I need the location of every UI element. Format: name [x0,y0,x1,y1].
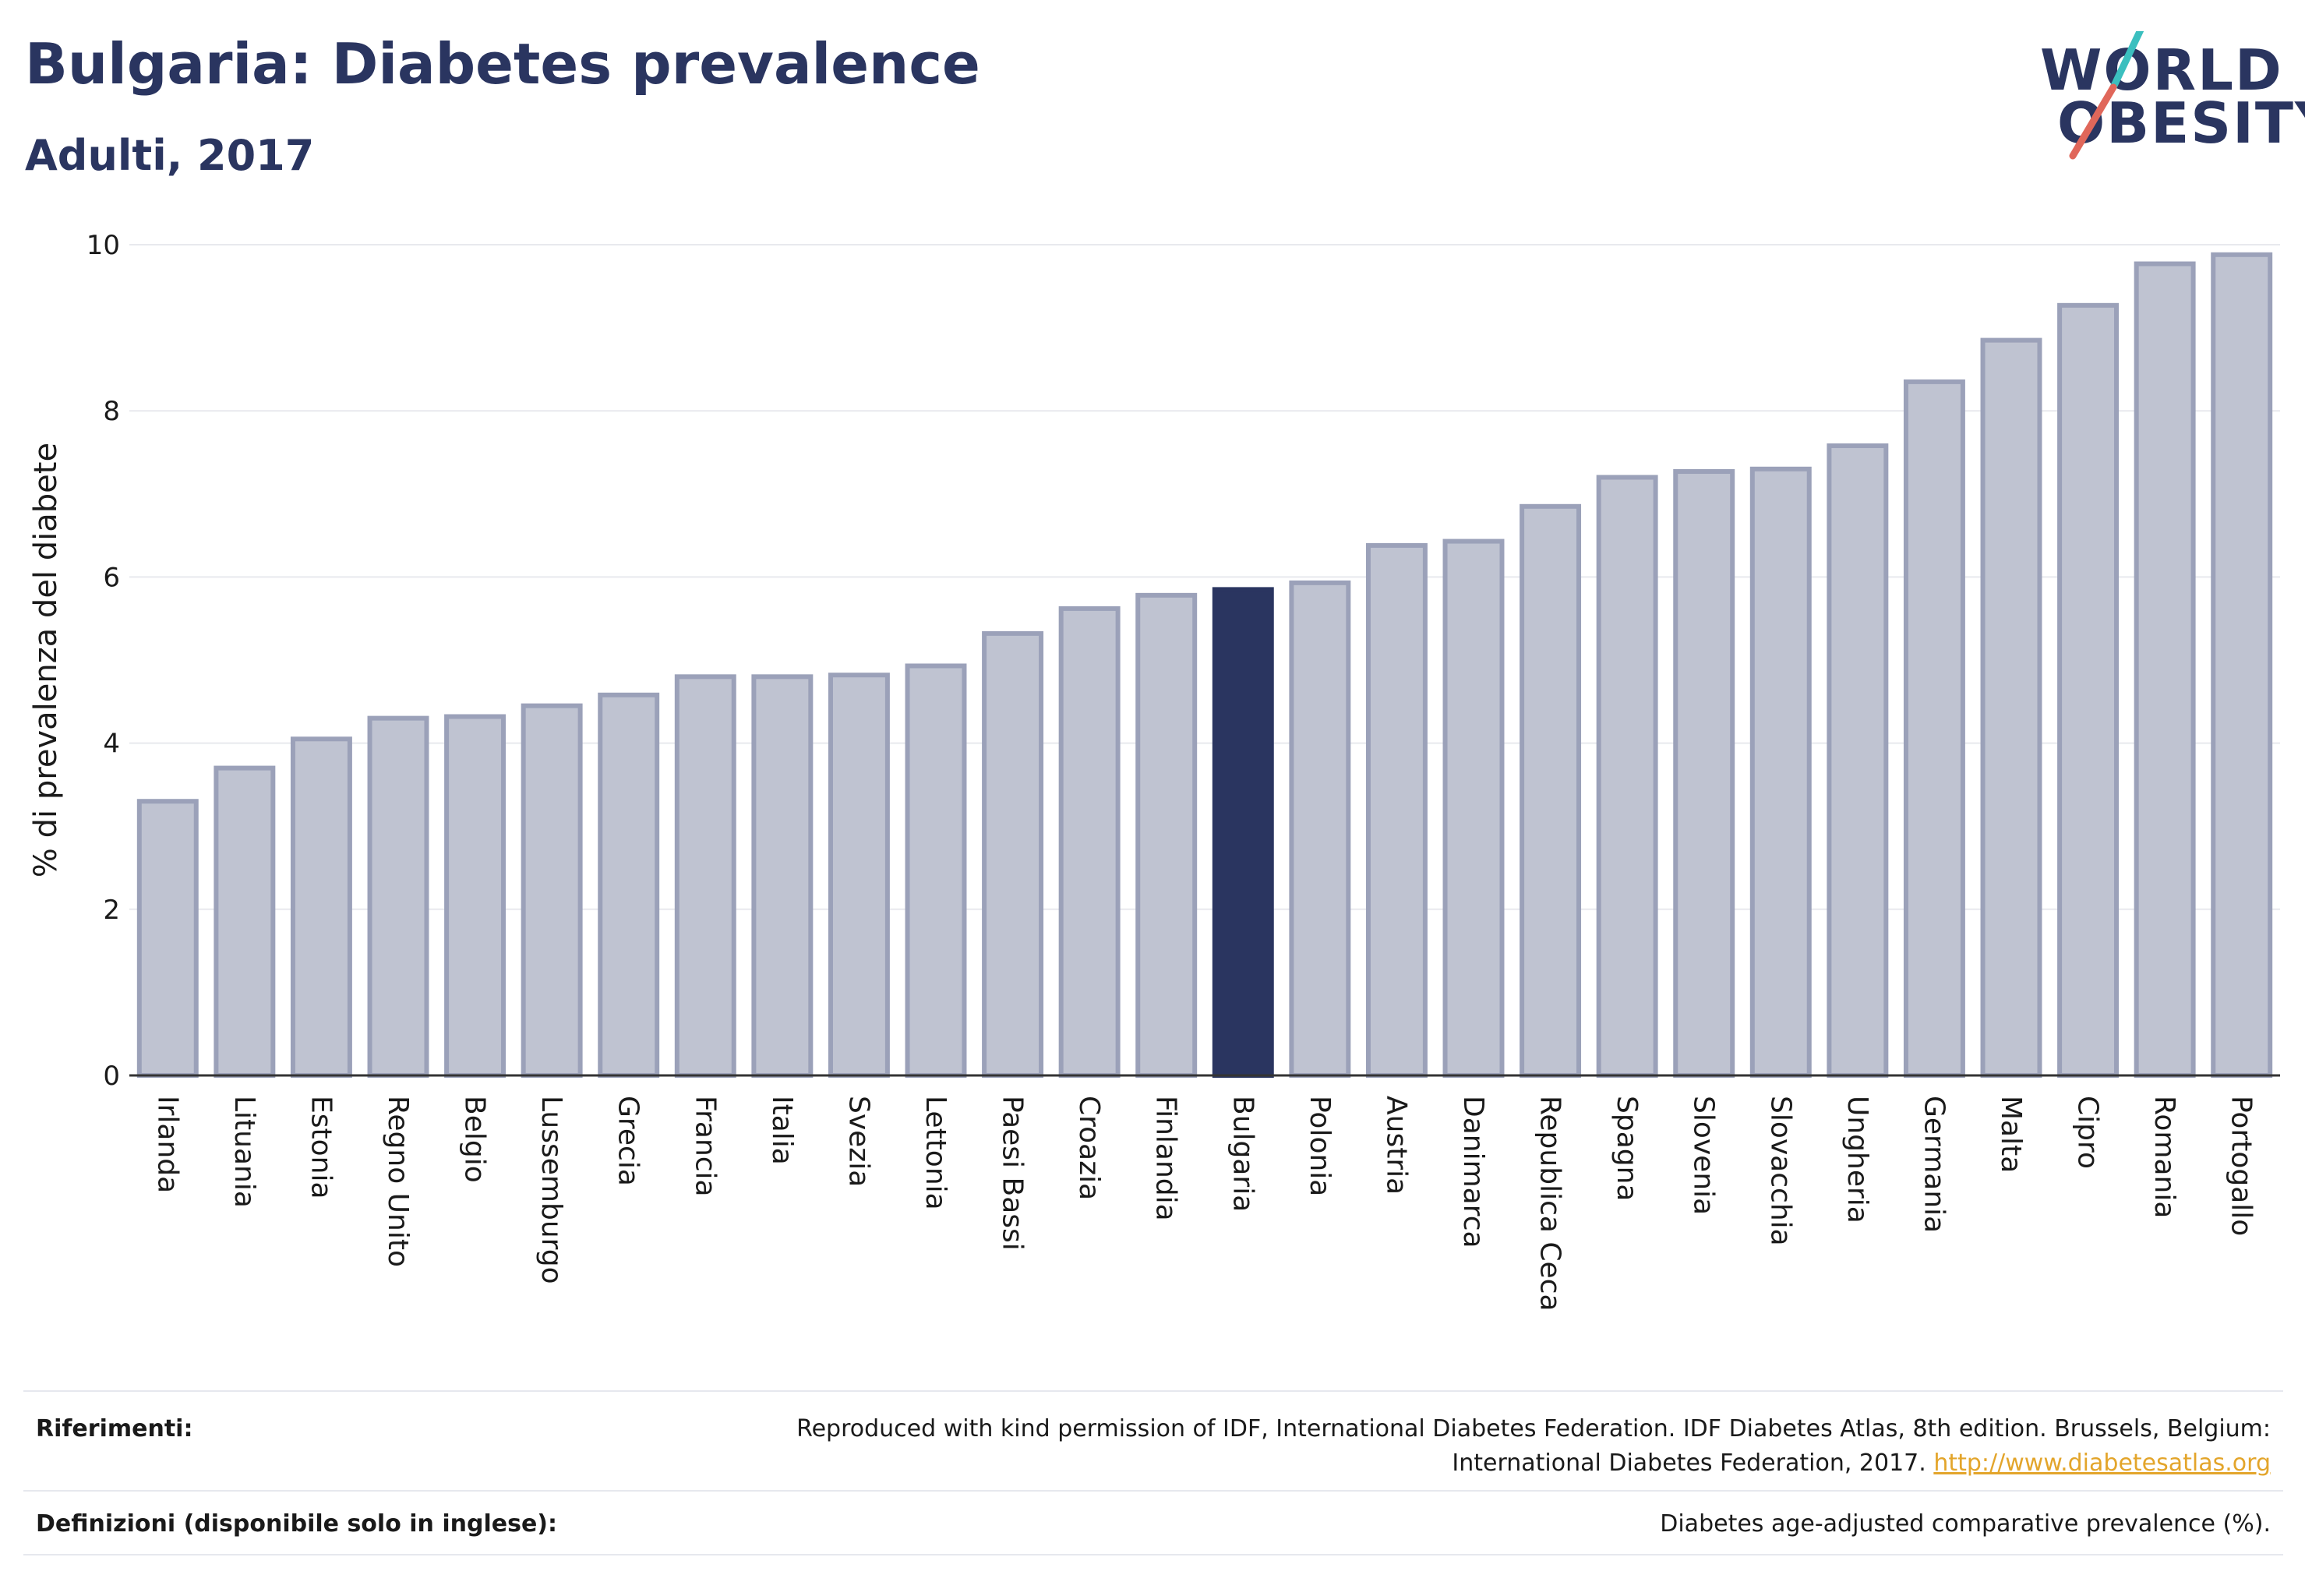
bar [751,674,814,1078]
x-tick-label: Estonia [305,1096,337,1199]
bar [1673,469,1735,1078]
bar [1596,475,1658,1078]
bar [290,736,352,1079]
x-tick-label: Francia [689,1096,721,1197]
y-tick-label: 2 [103,895,120,926]
bar [2134,261,2196,1079]
x-tick-label: Irlanda [151,1096,183,1193]
bar [1365,542,1428,1078]
bar-highlighted [1212,587,1274,1078]
x-tick-label: Regno Unito [382,1096,414,1267]
y-tick-label: 10 [86,230,120,261]
x-tick-label: Danimarca [1457,1096,1489,1248]
bar [1058,606,1121,1078]
references-text-line2-wrap: International Diabetes Federation, 2017.… [796,1446,2271,1481]
x-tick-label: Republica Ceca [1534,1096,1566,1312]
footer-definitions-row: Definizioni (disponibile solo in inglese… [23,1507,2283,1546]
footer: Riferimenti: Reproduced with kind permis… [23,1390,2283,1570]
references-label: Riferimenti: [36,1415,193,1442]
references-text: Reproduced with kind permission of IDF, … [796,1412,2271,1481]
definitions-label: Definizioni (disponibile solo in inglese… [36,1510,557,1538]
x-tick-label: Bulgaria [1227,1096,1258,1212]
bar [598,692,660,1078]
bar-layer [136,252,2273,1079]
x-tick-label: Portogallo [2226,1096,2257,1236]
x-tick-label: Paesi Bassi [997,1096,1029,1251]
x-tick-label: Spagna [1611,1096,1643,1202]
bar [1520,503,1582,1078]
y-tick-label: 6 [103,562,120,593]
logo-word-world: WORLD [2040,37,2283,103]
logo-word-obesity: OBESITY [2057,90,2305,156]
y-tick-label: 4 [103,729,120,760]
x-tick-label: Ungheria [1841,1096,1873,1223]
x-tick-label: Svezia [842,1096,874,1187]
x-tick-label: Germania [1918,1096,1950,1233]
x-tick-label: Cipro [2072,1096,2104,1169]
bar [828,673,890,1078]
bar [1749,466,1812,1078]
x-tick-label: Croazia [1073,1096,1105,1200]
bar [136,799,199,1078]
x-tick-label: Romania [2148,1096,2180,1218]
axis-layer: 0 2 4 6 8 10 Irlanda Lituania Estonia Regno Unito… [86,230,2280,1312]
x-tick-label: Polonia [1304,1096,1336,1196]
x-tick-label: Belgio [459,1096,491,1183]
bar [2211,252,2273,1078]
bar-chart: 0 2 4 6 8 10 Irlanda Lituania Estonia Regno Unito… [28,230,2280,1312]
world-obesity-logo: WORLD OBESITY [2026,31,2305,164]
x-tick-label: Austria [1380,1096,1412,1195]
x-tick-label: Slovenia [1688,1096,1720,1215]
bar [444,714,507,1078]
chart-subtitle: Adulti, 2017 [25,131,315,180]
footer-divider-bottom [23,1554,2283,1555]
bar [1827,443,1889,1078]
bar [2057,302,2120,1078]
bar [367,715,429,1078]
y-axis-label: % di prevalenza del diabete [28,443,64,877]
references-text-line2: International Diabetes Federation, 2017. [1452,1449,1926,1477]
footer-divider-top [23,1390,2283,1392]
x-tick-label: Slovacchia [1764,1096,1796,1246]
x-tick-label: Italia [766,1096,798,1165]
bar [982,630,1044,1078]
x-tick-label: Lussemburgo [535,1096,567,1284]
y-tick-label: 8 [103,396,120,427]
bar [1289,580,1351,1078]
definitions-text: Diabetes age-adjusted comparative preval… [1660,1510,2271,1538]
x-tick-label: Malta [1995,1096,2027,1173]
x-tick-label: Finlandia [1150,1096,1182,1221]
bar [1980,337,2042,1078]
bar [214,765,276,1079]
x-tick-label: Lettonia [920,1096,951,1210]
bar [1442,538,1505,1078]
chart-title: Bulgaria: Diabetes prevalence [25,31,980,97]
x-tick-label: Grecia [612,1096,644,1186]
bar [1903,379,1965,1078]
bar [1135,592,1198,1078]
references-link[interactable]: http://www.diabetesatlas.org [1933,1449,2271,1477]
logo-slash-icon [2069,31,2144,160]
footer-divider-middle [23,1490,2283,1492]
footer-references-row: Riferimenti: Reproduced with kind permis… [23,1412,2283,1490]
y-tick-label: 0 [103,1061,120,1092]
references-text-line1: Reproduced with kind permission of IDF, … [796,1415,2271,1442]
bar [674,674,736,1078]
bar [905,663,967,1078]
bar [521,703,583,1078]
x-tick-label: Lituania [228,1096,260,1208]
